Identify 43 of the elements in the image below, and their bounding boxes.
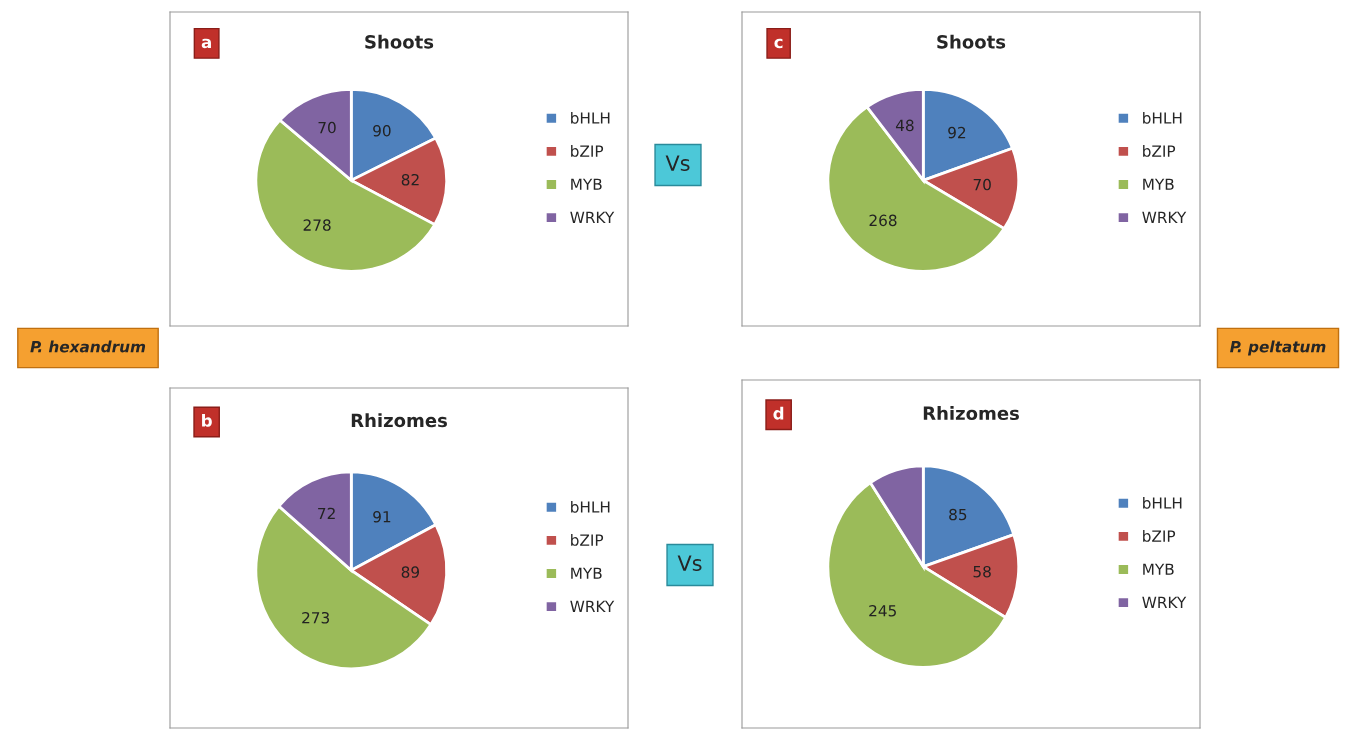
legend-label: bHLH xyxy=(1143,496,1182,509)
legend-label: bHLH xyxy=(571,111,610,124)
legend-label: WRKY xyxy=(570,211,615,223)
chart-title: Rhizomes xyxy=(351,413,447,428)
legend-label: bHLH xyxy=(1143,111,1182,124)
data-label: 85 xyxy=(949,508,967,521)
text: d xyxy=(773,406,784,420)
data-label: 92 xyxy=(948,126,966,139)
legend-label: bHLH xyxy=(571,500,610,513)
legend-label: bZIP xyxy=(1143,530,1176,542)
legend-label: WRKY xyxy=(570,600,615,612)
data-label: 278 xyxy=(303,219,331,231)
data-label: 89 xyxy=(401,566,420,578)
legend-label: MYB xyxy=(571,567,602,579)
data-label: 268 xyxy=(869,214,897,227)
text: Vs xyxy=(677,555,702,572)
text: P. peltatum xyxy=(1230,340,1326,356)
data-label: 245 xyxy=(869,604,896,617)
legend-label: MYB xyxy=(1143,178,1174,190)
data-label: 72 xyxy=(318,507,335,520)
data-label: 90 xyxy=(373,124,391,137)
legend-label: bZIP xyxy=(1143,145,1176,157)
text: Vs xyxy=(665,155,690,172)
legend-label: bZIP xyxy=(571,534,604,546)
data-label: 48 xyxy=(895,119,914,132)
legend-label: bZIP xyxy=(571,145,604,157)
legend-label: MYB xyxy=(1143,563,1174,575)
legend-label: WRKY xyxy=(1142,211,1187,223)
chart-title: Rhizomes xyxy=(923,406,1019,421)
text: c xyxy=(774,38,783,49)
data-label: 70 xyxy=(318,121,336,134)
data-label: 91 xyxy=(373,510,391,523)
data-label: 82 xyxy=(401,173,419,186)
legend-label: WRKY xyxy=(1142,596,1187,608)
data-label: 273 xyxy=(302,611,330,624)
text: b xyxy=(202,413,212,427)
data-label: 58 xyxy=(973,565,991,578)
chart-title: Shoots xyxy=(365,34,434,49)
text: a xyxy=(201,38,211,49)
data-label: 70 xyxy=(973,178,991,191)
chart-title: Shoots xyxy=(937,34,1006,49)
legend-label: MYB xyxy=(571,178,602,190)
text: P. hexandrum xyxy=(30,340,146,353)
